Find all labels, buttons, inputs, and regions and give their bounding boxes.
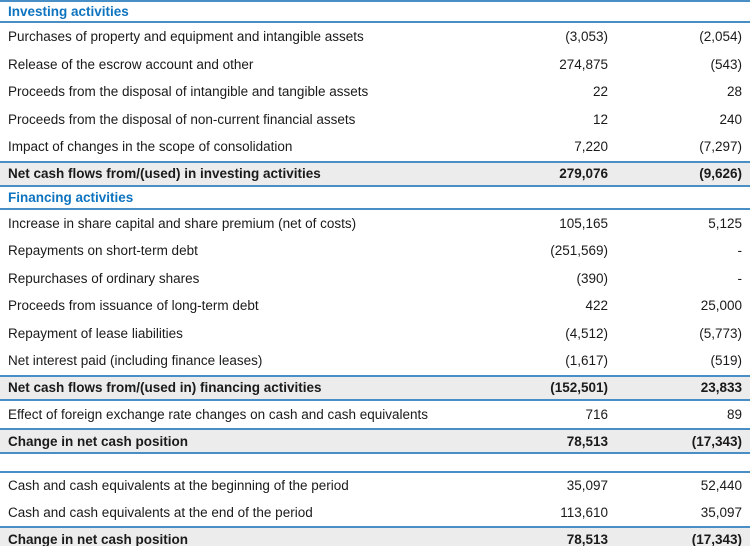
section-title: Financing activities [8,189,134,205]
row-value-current-period: 105,165 [559,215,608,231]
row-value-current-period: (390) [576,270,608,286]
row-value-prior-period: (17,343) [691,531,742,546]
row-label: Change in net cash position [8,433,189,449]
table-row: Proceeds from the disposal of non-curren… [0,106,750,134]
row-value-prior-period: (2,054) [699,29,742,45]
row-label: Net interest paid (including finance lea… [8,353,263,369]
total-row-change-in-net-cash-bottom: Change in net cash position 78,513 (17,3… [0,526,750,546]
table-row: Repayment of lease liabilities (4,512) (… [0,320,750,348]
row-value-prior-period: 52,440 [700,478,742,494]
row-value-current-period: 274,875 [559,56,608,72]
row-label: Proceeds from the disposal of non-curren… [8,111,356,127]
row-label: Effect of foreign exchange rate changes … [8,406,429,422]
row-value-prior-period: (7,297) [699,139,742,155]
row-value-prior-period: (5,773) [699,325,742,341]
row-label: Net cash flows from/(used in) financing … [8,380,322,395]
row-value-current-period: 35,097 [566,478,608,494]
row-value-prior-period: (519) [710,353,742,369]
row-value-current-period: 279,076 [559,166,608,181]
row-value-current-period: (251,569) [550,243,608,259]
table-row: Purchases of property and equipment and … [0,23,750,51]
row-label: Repurchases of ordinary shares [8,270,200,286]
row-value-prior-period: - [737,270,743,286]
row-label: Net cash flows from/(used) in investing … [8,166,321,181]
row-label: Cash and cash equivalents at the end of … [8,504,313,520]
row-value-prior-period: 23,833 [700,380,742,395]
row-label: Impact of changes in the scope of consol… [8,139,293,155]
table-row: Effect of foreign exchange rate changes … [0,401,750,429]
total-row-net-investing: Net cash flows from/(used) in investing … [0,160,750,187]
row-value-current-period: 716 [585,406,608,422]
table-row: Net interest paid (including finance lea… [0,347,750,375]
row-label: Repayments on short-term debt [8,243,198,259]
row-value-prior-period: 240 [719,111,742,127]
row-value-current-period: 12 [592,111,608,127]
row-label: Increase in share capital and share prem… [8,215,357,231]
row-label: Proceeds from issuance of long-term debt [8,298,259,314]
row-label: Proceeds from the disposal of intangible… [8,84,369,100]
row-value-current-period: 22 [592,84,608,100]
section-title: Investing activities [8,4,129,19]
row-value-prior-period: - [737,243,743,259]
row-value-prior-period: (17,343) [691,433,742,449]
section-header-financing-activities: Financing activities [0,187,750,210]
row-value-prior-period: (9,626) [699,166,742,181]
total-row-net-financing: Net cash flows from/(used in) financing … [0,374,750,401]
table-row: Proceeds from the disposal of intangible… [0,78,750,106]
row-label: Cash and cash equivalents at the beginni… [8,478,349,494]
row-value-prior-period: 89 [726,406,742,422]
table-row: Proceeds from issuance of long-term debt… [0,292,750,320]
row-value-current-period: (3,053) [565,29,608,45]
row-label: Change in net cash position [8,531,189,546]
table-row: Cash and cash equivalents at the beginni… [0,471,750,499]
row-value-current-period: 78,513 [566,433,608,449]
row-label: Release of the escrow account and other [8,56,254,72]
row-value-current-period: 7,220 [574,139,608,155]
row-value-current-period: 422 [585,298,608,314]
row-value-prior-period: 28 [726,84,742,100]
table-row: Repurchases of ordinary shares (390) - [0,265,750,293]
row-value-prior-period: (543) [710,56,742,72]
table-row: Repayments on short-term debt (251,569) … [0,237,750,265]
section-header-investing-activities: Investing activities [0,0,750,23]
row-value-current-period: 113,610 [560,504,608,520]
table-row: Cash and cash equivalents at the end of … [0,499,750,527]
row-value-current-period: (152,501) [550,380,608,395]
row-value-current-period: (4,512) [565,325,608,341]
row-label: Repayment of lease liabilities [8,325,183,341]
row-value-prior-period: 25,000 [700,298,742,314]
row-label: Purchases of property and equipment and … [8,29,364,45]
table-row: Increase in share capital and share prem… [0,210,750,238]
total-row-change-in-net-cash: Change in net cash position 78,513 (17,3… [0,428,750,454]
row-value-current-period: (1,617) [565,353,608,369]
row-value-current-period: 78,513 [566,531,608,546]
row-value-prior-period: 35,097 [700,504,742,520]
section-spacer [0,454,750,471]
row-value-prior-period: 5,125 [708,215,742,231]
table-row: Impact of changes in the scope of consol… [0,133,750,161]
table-row: Release of the escrow account and other … [0,51,750,79]
